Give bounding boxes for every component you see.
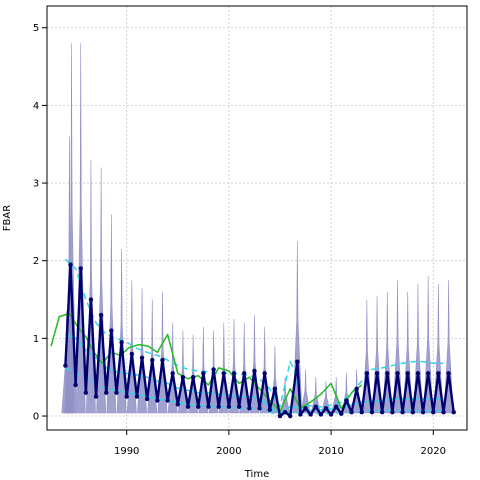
seasonal-point [446, 371, 451, 376]
plot-frame [46, 5, 468, 431]
seasonal-point [436, 371, 441, 376]
seasonal-point [150, 357, 155, 363]
seasonal-point [441, 409, 446, 415]
seasonal-point [288, 413, 293, 419]
seasonal-point [134, 394, 140, 399]
seasonal-point [405, 371, 410, 376]
seasonal-point [231, 371, 237, 376]
seasonal-point [295, 359, 300, 364]
seasonal-point [236, 404, 242, 409]
seasonal-point [124, 394, 129, 399]
seasonal-point [431, 409, 436, 415]
cyan-dashed-line [65, 367, 444, 417]
seasonal-point [374, 371, 380, 376]
seasonal-point [252, 368, 257, 374]
y-tick-label: 0 [33, 412, 39, 423]
seasonal-point [339, 411, 344, 416]
seasonal-point [385, 371, 390, 376]
seasonal-point [226, 404, 232, 409]
x-tick-label: 2010 [318, 446, 343, 457]
seasonal-point [344, 398, 349, 403]
seasonal-point [272, 386, 278, 392]
seasonal-point [206, 404, 211, 409]
seasonal-point [88, 297, 94, 302]
seasonal-point [63, 363, 68, 368]
seasonal-point [354, 386, 359, 392]
seasonal-point [165, 398, 170, 403]
seasonal-point [211, 367, 216, 372]
seasonal-point [201, 371, 206, 376]
seasonal-point [277, 413, 283, 419]
seasonal-point [109, 328, 114, 333]
y-tick-label: 1 [33, 334, 39, 345]
axis-layer: 1990 2000 2010 2020 0 1 2 3 4 5 [33, 23, 446, 457]
seasonal-point [175, 402, 180, 407]
seasonal-point [93, 394, 99, 399]
seasonal-point [410, 409, 416, 415]
seasonal-point [185, 404, 191, 409]
y-tick-label: 2 [33, 256, 39, 267]
seasonal-point [144, 396, 150, 402]
seasonal-point [83, 390, 89, 395]
y-tick-label: 3 [33, 179, 39, 190]
seasonal-point [129, 351, 135, 357]
seasonal-point [420, 409, 426, 415]
seasonal-point [155, 398, 160, 403]
seasonal-point [114, 390, 119, 395]
seasonal-point [221, 371, 226, 376]
seasonal-point [170, 371, 175, 376]
seasonal-point [267, 407, 272, 413]
spike-band [137, 287, 147, 414]
seasonal-point [390, 409, 395, 415]
seasonal-point [196, 404, 201, 409]
seasonal-point [349, 409, 354, 415]
x-axis-title: Time [244, 469, 269, 480]
seasonal-point [78, 266, 83, 271]
seasonal-point [180, 374, 186, 380]
seasonal-point [104, 390, 109, 395]
seasonal-point [139, 355, 145, 360]
cyan-dashed-line [64, 258, 444, 408]
seasonal-point [303, 406, 308, 411]
x-tick-label: 2000 [216, 446, 241, 457]
x-tick-label: 2020 [421, 446, 446, 457]
spike-band [147, 299, 158, 414]
seasonal-point [242, 371, 247, 376]
seasonal-point [308, 412, 313, 417]
y-tick-label: 4 [33, 101, 39, 112]
seasonal-point [395, 371, 400, 376]
seasonal-point [119, 340, 124, 345]
seasonal-point [313, 404, 318, 409]
seasonal-point [282, 409, 288, 415]
seasonal-point [425, 371, 431, 376]
y-tick-label: 5 [33, 23, 39, 34]
seasonal-point [160, 357, 165, 363]
seasonal-point [216, 404, 221, 409]
seasonal-point [328, 412, 334, 417]
y-axis-title: FBAR [2, 205, 13, 231]
x-tick-label: 1990 [114, 446, 139, 457]
seasonal-point [451, 409, 456, 415]
seasonal-point [318, 412, 324, 417]
seasonal-point [73, 382, 78, 388]
seasonal-point [190, 374, 196, 380]
seasonal-point [257, 406, 262, 411]
seasonal-point [247, 406, 252, 411]
seasonal-point [262, 371, 267, 376]
seasonal-point [298, 412, 303, 417]
green-series-line [50, 312, 363, 413]
seasonal-point [359, 409, 364, 415]
seasonal-point [323, 406, 329, 411]
seasonal-point [415, 371, 421, 376]
seasonal-point [68, 262, 73, 267]
seasonal-layer [63, 262, 456, 419]
seasonal-point [334, 404, 339, 409]
seasonal-point [400, 409, 405, 415]
seasonal-point [379, 409, 385, 415]
seasonal-point [369, 409, 375, 415]
seasonal-point [98, 312, 104, 318]
seasonal-point [364, 371, 370, 376]
